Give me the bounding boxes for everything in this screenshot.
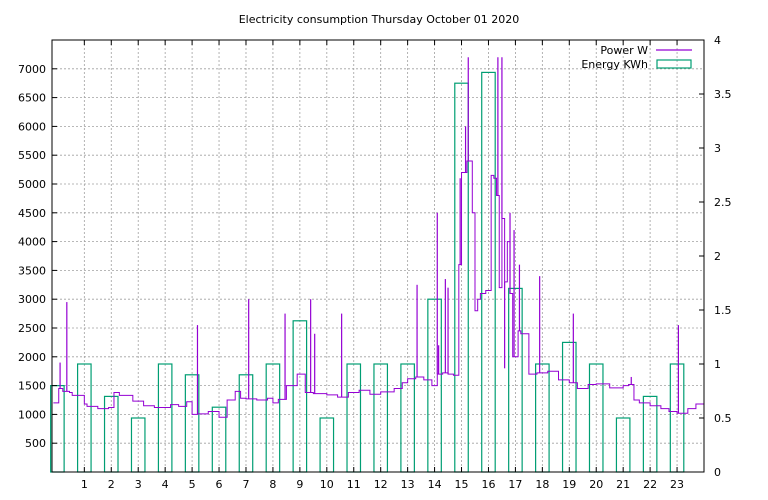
y-tick-label-right: 3.5 xyxy=(714,88,732,101)
y-tick-label-right: 1 xyxy=(714,358,721,371)
y-tick-label-right: 4 xyxy=(714,34,721,47)
y-tick-label-left: 500 xyxy=(25,437,46,450)
y-tick-label-left: 4500 xyxy=(18,207,46,220)
x-tick-label: 9 xyxy=(296,478,303,491)
y-tick-label-left: 1000 xyxy=(18,408,46,421)
x-tick-label: 19 xyxy=(562,478,576,491)
energy-series xyxy=(50,71,685,473)
x-tick-label: 6 xyxy=(216,478,223,491)
x-tick-label: 1 xyxy=(81,478,88,491)
y-tick-label-left: 6500 xyxy=(18,92,46,105)
x-tick-label: 13 xyxy=(401,478,415,491)
x-tick-label: 21 xyxy=(616,478,630,491)
x-tick-label: 11 xyxy=(347,478,361,491)
x-tick-label: 8 xyxy=(269,478,276,491)
y-tick-label-left: 1500 xyxy=(18,380,46,393)
x-tick-label: 20 xyxy=(589,478,603,491)
y-tick-label-left: 2500 xyxy=(18,322,46,335)
x-tick-label: 12 xyxy=(374,478,388,491)
x-tick-label: 4 xyxy=(162,478,169,491)
y-tick-label-left: 3500 xyxy=(18,264,46,277)
legend-label-power: Power W xyxy=(600,44,648,57)
x-tick-label: 18 xyxy=(535,478,549,491)
power-series xyxy=(53,57,705,418)
y-tick-label-right: 0.5 xyxy=(714,412,732,425)
y-tick-label-right: 1.5 xyxy=(714,304,732,317)
energy-bar xyxy=(50,385,65,473)
y-tick-label-left: 4000 xyxy=(18,236,46,249)
grid-lines xyxy=(52,40,704,472)
x-tick-label: 22 xyxy=(643,478,657,491)
y-tick-label-left: 3000 xyxy=(18,293,46,306)
y-tick-label-left: 2000 xyxy=(18,351,46,364)
y-tick-label-left: 7000 xyxy=(18,63,46,76)
power-line xyxy=(53,160,705,418)
x-tick-label: 2 xyxy=(108,478,115,491)
y-tick-label-right: 0 xyxy=(714,466,721,479)
y-tick-label-left: 6000 xyxy=(18,120,46,133)
x-tick-label: 15 xyxy=(455,478,469,491)
plot-frame xyxy=(51,39,705,473)
legend-swatch-energy xyxy=(656,59,692,69)
x-tick-label: 16 xyxy=(481,478,495,491)
x-tick-label: 5 xyxy=(189,478,196,491)
legend: Power W Energy KWh xyxy=(581,44,692,71)
y-tick-label-right: 2 xyxy=(714,250,721,263)
x-tick-label: 7 xyxy=(242,478,249,491)
x-tick-label: 3 xyxy=(135,478,142,491)
y-tick-label-right: 3 xyxy=(714,142,721,155)
x-tick-label: 17 xyxy=(508,478,522,491)
x-tick-label: 23 xyxy=(670,478,684,491)
y-tick-label-left: 5500 xyxy=(18,149,46,162)
x-tick-label: 14 xyxy=(428,478,442,491)
y-tick-label-left: 5000 xyxy=(18,178,46,191)
legend-label-energy: Energy KWh xyxy=(581,58,648,71)
y-tick-label-right: 2.5 xyxy=(714,196,732,209)
chart-title: Electricity consumption Thursday October… xyxy=(239,13,520,26)
x-tick-label: 10 xyxy=(320,478,334,491)
axis-ticks: 1 2 3 4 5 6 7 8 9 10 11 12 13 14 15 16 17 18 19 20 21 22 23500… xyxy=(18,34,732,491)
